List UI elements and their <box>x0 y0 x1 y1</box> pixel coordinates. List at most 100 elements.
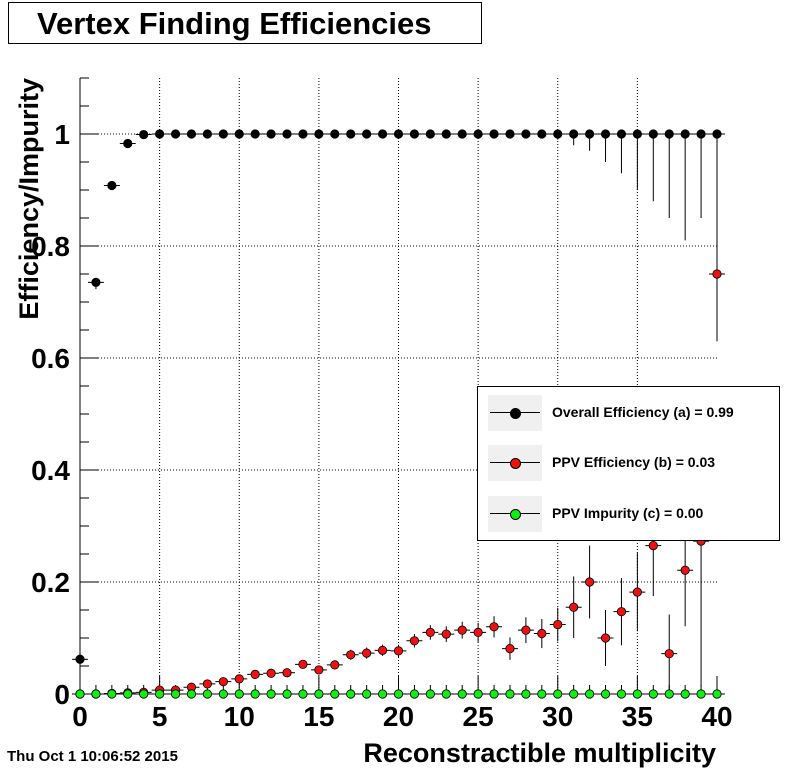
y-tick-label: 0.8 <box>31 231 70 262</box>
data-point <box>425 689 435 699</box>
data-point <box>91 689 101 699</box>
data-point <box>186 689 197 699</box>
x-tick-label: 10 <box>224 701 255 732</box>
data-point <box>377 129 388 139</box>
data-point <box>632 689 642 699</box>
data-point <box>155 129 165 139</box>
data-point <box>298 689 308 699</box>
data-point <box>218 677 228 687</box>
data-point <box>505 129 515 139</box>
data-point <box>521 625 531 635</box>
legend-marker-black <box>510 408 521 419</box>
y-tick-label: 0.6 <box>31 343 70 374</box>
data-point <box>600 633 611 643</box>
data-point <box>600 689 611 699</box>
x-tick-label: 30 <box>542 701 573 732</box>
data-point <box>696 129 706 139</box>
data-point <box>473 627 483 638</box>
data-point <box>648 129 658 139</box>
legend-entry-ppv-impurity: PPV Impurity (c) = 0.00 <box>488 496 778 532</box>
legend: Overall Efficiency (a) = 0.99 PPV Effici… <box>477 386 780 541</box>
data-point <box>186 129 197 139</box>
data-point <box>155 689 165 699</box>
x-tick-label: 25 <box>463 701 494 732</box>
data-point <box>537 689 547 699</box>
x-tick-label: 35 <box>622 701 653 732</box>
data-point <box>362 129 372 139</box>
data-point <box>409 636 420 646</box>
data-point <box>616 129 627 139</box>
data-point <box>298 659 308 669</box>
data-point <box>616 689 627 699</box>
data-point <box>139 129 149 140</box>
y-axis-title: Efficiency/Impurity <box>14 78 44 320</box>
data-point <box>616 607 627 617</box>
data-point <box>489 622 499 632</box>
data-point <box>234 129 244 139</box>
data-point <box>712 689 722 699</box>
data-point <box>680 689 690 699</box>
y-tick-label: 1 <box>54 119 70 150</box>
y-tick-label: 0.4 <box>31 455 70 486</box>
data-point <box>537 628 547 639</box>
data-point <box>489 129 499 139</box>
data-point <box>648 540 658 551</box>
y-tick-label: 0 <box>54 679 70 710</box>
data-point <box>537 129 547 139</box>
data-point <box>441 129 451 139</box>
data-point <box>123 138 133 149</box>
axis-labels: 0 5 10 15 20 25 30 35 40 0 0.2 0.4 0.6 0.8 1 Reconstrac… <box>14 78 733 768</box>
data-point <box>393 646 404 656</box>
data-point <box>218 689 228 699</box>
data-point <box>314 689 324 699</box>
data-point <box>107 689 117 699</box>
data-point <box>712 269 722 279</box>
data-point <box>91 277 101 287</box>
data-point <box>330 129 340 139</box>
data-point <box>664 649 674 659</box>
legend-label: PPV Impurity (c) = 0.00 <box>552 505 704 521</box>
data-point <box>393 689 404 699</box>
data-point <box>441 629 451 639</box>
timestamp: Thu Oct 1 10:06:52 2015 <box>7 748 178 765</box>
data-point <box>202 679 212 689</box>
legend-label: Overall Efficiency (a) = 0.99 <box>552 404 734 420</box>
data-point <box>600 129 611 139</box>
data-point <box>648 689 658 699</box>
data-point <box>266 668 276 678</box>
data-point <box>170 689 181 699</box>
x-tick-label: 40 <box>701 701 732 732</box>
data-point <box>346 650 356 660</box>
data-point <box>218 129 228 139</box>
data-point <box>632 587 642 597</box>
data-point <box>441 689 451 699</box>
data-point <box>505 644 515 654</box>
data-point <box>75 654 85 664</box>
data-point <box>234 689 244 699</box>
data-point <box>569 689 579 699</box>
data-point <box>298 129 308 139</box>
data-point <box>680 129 690 139</box>
data-point <box>632 129 642 139</box>
data-point <box>553 619 563 630</box>
data-point <box>314 665 324 675</box>
data-point <box>473 129 483 139</box>
data-point <box>521 689 531 699</box>
data-point <box>584 689 595 699</box>
x-tick-label: 20 <box>383 701 414 732</box>
data-point <box>696 689 706 699</box>
legend-entry-overall: Overall Efficiency (a) = 0.99 <box>488 395 778 431</box>
data-marks <box>72 129 725 699</box>
data-point <box>362 689 372 699</box>
legend-marker-red <box>510 458 521 469</box>
legend-label: PPV Efficiency (b) = 0.03 <box>552 454 716 470</box>
data-point <box>362 648 372 658</box>
data-point <box>457 129 467 139</box>
data-point <box>409 129 420 139</box>
legend-entry-ppv-efficiency: PPV Efficiency (b) = 0.03 <box>488 445 778 481</box>
data-point <box>330 689 340 699</box>
data-point <box>330 660 340 670</box>
data-point <box>314 129 324 139</box>
x-axis-title: Reconstractible multiplicity <box>363 738 716 768</box>
